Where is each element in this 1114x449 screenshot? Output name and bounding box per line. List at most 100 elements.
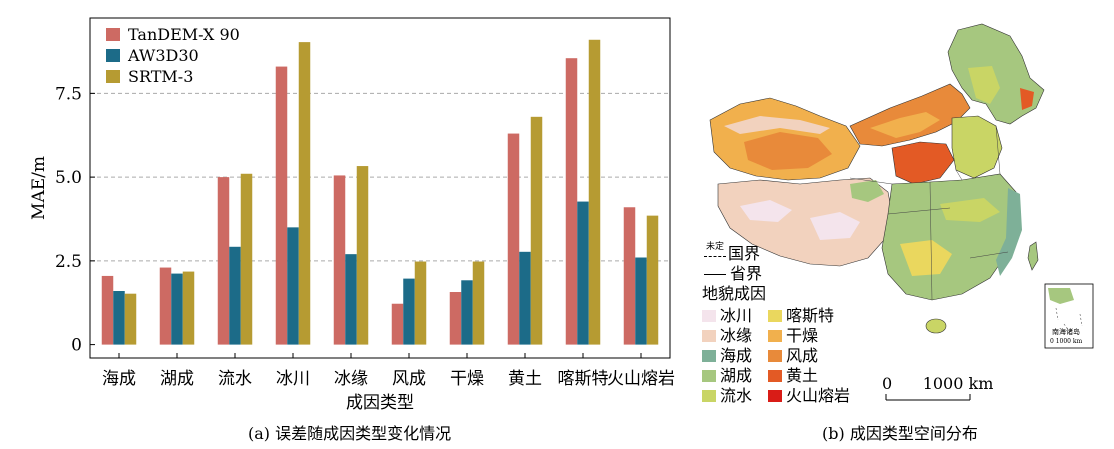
map-region-coast <box>996 188 1022 276</box>
bar-srtm-3-5 <box>414 261 427 345</box>
map-class-legend-right: 喀斯特 干燥 风成 黄土 火山熔岩 <box>768 306 850 406</box>
legend-class-0: 冰川 <box>702 306 752 326</box>
map-region-tianshan <box>724 116 830 134</box>
map-region-glacier-2 <box>810 212 860 240</box>
legend-label-0: TanDEM-X 90 <box>128 25 240 44</box>
bar-tandem-x-90-8 <box>565 58 578 345</box>
legend-class-label: 干燥 <box>786 326 819 345</box>
y-tick-label-3: 7.5 <box>55 84 82 104</box>
legend-class-7: 风成 <box>768 346 850 366</box>
map-region-taklamakan <box>744 132 832 170</box>
legend-class-label: 冰川 <box>720 306 753 325</box>
map-region-tibet <box>717 177 893 267</box>
legend-class-swatch <box>702 330 716 342</box>
national-border-label: 国界 <box>728 244 761 263</box>
legend-class-label: 火山熔岩 <box>786 386 851 405</box>
legend-class-label: 喀斯特 <box>786 306 835 325</box>
bar-srtm-3-0 <box>124 293 137 345</box>
map-region-loess-plateau <box>891 141 955 185</box>
map-scale-label: 0 1000 km <box>882 374 994 393</box>
map-region-central-south <box>881 173 1019 301</box>
legend-class-swatch <box>768 330 782 342</box>
legend-class-3: 湖成 <box>702 366 752 386</box>
legend-label-2: SRTM-3 <box>128 67 193 86</box>
bar-srtm-3-7 <box>530 116 543 345</box>
x-tick-label-9: 火山熔岩 <box>607 369 675 389</box>
national-border-line <box>704 256 726 257</box>
map-region-gobi <box>870 112 940 138</box>
x-tick-label-6: 干燥 <box>450 369 484 389</box>
map-inset-label: 南海诸岛 <box>1052 328 1080 336</box>
map-province-lines <box>849 125 1009 301</box>
bar-aw3d30-0 <box>113 291 125 345</box>
map-region-ne-loess <box>1020 88 1034 110</box>
legend-class-swatch <box>702 310 716 322</box>
legend-class-label: 风成 <box>786 346 819 365</box>
bar-tandem-x-90-3 <box>275 66 288 345</box>
china-geomorphology-map: 南海诸岛 0 1000 km 0 1000 km 未定 国界 省界 地貌成因 冰… <box>700 8 1114 428</box>
x-tick-label-3: 冰川 <box>276 369 310 389</box>
x-tick-label-5: 风成 <box>392 369 426 389</box>
bar-srtm-3-1 <box>182 271 195 345</box>
legend-class-label: 流水 <box>720 386 753 405</box>
bar-aw3d30-6 <box>461 280 473 345</box>
provincial-border-line <box>704 273 726 275</box>
national-border-symbol: 未定 <box>702 242 728 264</box>
map-boundary-legend: 未定 国界 省界 地貌成因 <box>702 242 766 304</box>
legend-national-border: 未定 国界 <box>702 242 766 264</box>
x-tick-label-4: 冰缘 <box>334 369 368 389</box>
bar-aw3d30-7 <box>519 251 531 345</box>
legend-label-1: AW3D30 <box>127 46 199 65</box>
plot-frame <box>89 17 671 359</box>
legend-swatch-0 <box>106 28 120 41</box>
bar-srtm-3-6 <box>472 261 485 345</box>
bar-tandem-x-90-5 <box>391 303 404 345</box>
bar-aw3d30-9 <box>635 257 647 345</box>
map-region-ne-plain <box>968 66 1000 104</box>
x-tick-label-0: 海成 <box>102 369 136 389</box>
bar-tandem-x-90-0 <box>101 275 114 345</box>
legend-class-swatch <box>768 390 782 402</box>
map-class-legend-left: 冰川 冰缘 海成 湖成 流水 <box>702 306 752 406</box>
undetermined-label: 未定 <box>706 242 725 252</box>
legend-class-4: 流水 <box>702 386 752 406</box>
bar-aw3d30-4 <box>345 254 357 345</box>
legend-class-swatch <box>702 390 716 402</box>
legend-class-label: 海成 <box>720 346 753 365</box>
bar-aw3d30-3 <box>287 227 299 345</box>
x-tick-label-7: 黄土 <box>508 369 542 389</box>
bar-tandem-x-90-1 <box>159 267 172 345</box>
caption-left: (a) 误差随成因类型变化情况 <box>248 424 452 443</box>
bar-aw3d30-2 <box>229 246 241 345</box>
map-region-northeast <box>947 23 1045 125</box>
map-inset-dashes <box>1055 307 1083 333</box>
map-region-north-china-plain <box>951 115 1003 179</box>
bar-srtm-3-4 <box>356 166 369 345</box>
bar-tandem-x-90-7 <box>507 133 520 345</box>
y-tick-label-1: 2.5 <box>55 252 82 272</box>
legend-class-label: 黄土 <box>786 366 819 385</box>
legend-class-swatch <box>768 370 782 382</box>
x-axis-label: 成因类型 <box>346 393 414 413</box>
map-region-yangtze <box>940 198 1000 222</box>
bar-aw3d30-5 <box>403 278 415 345</box>
legend-class-2: 海成 <box>702 346 752 366</box>
map-region-glacier-1 <box>740 200 792 222</box>
legend-class-8: 黄土 <box>768 366 850 386</box>
map-inset-coast <box>1048 288 1074 304</box>
legend-class-5: 喀斯特 <box>768 306 850 326</box>
provincial-border-label: 省界 <box>730 264 763 283</box>
y-tick-label-0: 0 <box>71 336 82 356</box>
x-tick-label-1: 湖成 <box>160 369 194 389</box>
legend-class-swatch <box>702 350 716 362</box>
bar-tandem-x-90-2 <box>217 177 230 345</box>
x-tick-label-2: 流水 <box>218 369 252 389</box>
bar-srtm-3-3 <box>298 42 311 345</box>
legend-class-6: 干燥 <box>768 326 850 346</box>
y-axis-label: MAE/m <box>29 156 49 220</box>
bar-aw3d30-1 <box>171 273 183 345</box>
map-region-hainan <box>925 318 947 334</box>
legend-class-swatch <box>702 370 716 382</box>
bar-srtm-3-9 <box>646 215 659 345</box>
